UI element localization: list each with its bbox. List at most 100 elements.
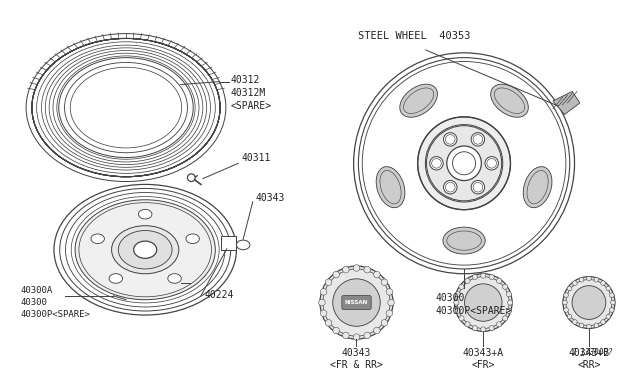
Circle shape [459, 316, 464, 321]
Circle shape [321, 310, 327, 317]
Circle shape [353, 265, 360, 271]
Ellipse shape [186, 234, 200, 244]
Circle shape [573, 281, 577, 285]
Circle shape [587, 276, 591, 281]
Circle shape [374, 271, 380, 278]
Circle shape [455, 292, 460, 297]
Circle shape [611, 300, 615, 305]
Text: NISSAN: NISSAN [345, 300, 368, 305]
Circle shape [467, 286, 500, 319]
Circle shape [188, 174, 195, 182]
Circle shape [563, 277, 615, 328]
Circle shape [321, 289, 327, 295]
Circle shape [465, 284, 502, 321]
Polygon shape [553, 92, 580, 115]
Circle shape [374, 327, 380, 334]
FancyBboxPatch shape [221, 236, 236, 250]
Circle shape [579, 278, 584, 282]
Circle shape [333, 327, 339, 334]
Ellipse shape [168, 274, 181, 283]
Circle shape [606, 286, 611, 291]
Circle shape [587, 324, 591, 329]
Circle shape [594, 278, 598, 282]
Circle shape [497, 322, 502, 327]
Text: 40300
40300P<SPARE>: 40300 40300P<SPARE> [435, 293, 511, 316]
Ellipse shape [138, 209, 152, 219]
Ellipse shape [60, 189, 230, 311]
Circle shape [485, 157, 499, 170]
Circle shape [426, 126, 502, 201]
Circle shape [472, 326, 477, 331]
Circle shape [594, 323, 598, 328]
Circle shape [418, 117, 511, 210]
Circle shape [574, 288, 604, 318]
Ellipse shape [524, 167, 552, 208]
Ellipse shape [443, 227, 485, 254]
FancyBboxPatch shape [342, 295, 371, 310]
Circle shape [388, 299, 394, 306]
Circle shape [325, 320, 332, 326]
Ellipse shape [54, 185, 236, 315]
Circle shape [333, 279, 380, 326]
Circle shape [354, 53, 575, 274]
Text: 40343+A
<FR>: 40343+A <FR> [463, 348, 504, 370]
Ellipse shape [91, 234, 104, 244]
Circle shape [564, 308, 568, 312]
Circle shape [358, 58, 570, 269]
Circle shape [471, 133, 484, 146]
Ellipse shape [134, 241, 157, 259]
Circle shape [564, 293, 568, 298]
Circle shape [342, 332, 349, 339]
Ellipse shape [491, 84, 529, 117]
Circle shape [320, 266, 393, 339]
Circle shape [459, 284, 464, 289]
Circle shape [609, 308, 614, 312]
Ellipse shape [65, 62, 188, 153]
Ellipse shape [236, 240, 250, 250]
Circle shape [609, 293, 614, 298]
Text: 40343: 40343 [255, 193, 285, 203]
Text: 40312
40312M
<SPARE>: 40312 40312M <SPARE> [230, 75, 272, 111]
Circle shape [481, 327, 486, 332]
Circle shape [572, 286, 606, 320]
Circle shape [606, 314, 611, 319]
Text: 40300A
40300
40300P<SPARE>: 40300A 40300 40300P<SPARE> [20, 286, 90, 319]
Circle shape [506, 292, 511, 297]
Circle shape [567, 286, 572, 291]
Circle shape [362, 61, 566, 265]
Circle shape [465, 278, 470, 283]
Circle shape [342, 266, 349, 273]
Circle shape [573, 320, 577, 324]
Circle shape [364, 266, 371, 273]
Text: STEEL WHEEL  40353: STEEL WHEEL 40353 [358, 32, 471, 42]
Circle shape [502, 284, 508, 289]
Ellipse shape [111, 226, 179, 274]
Ellipse shape [65, 192, 225, 307]
Circle shape [472, 275, 477, 280]
Circle shape [319, 299, 325, 306]
Text: 40311: 40311 [241, 154, 271, 163]
Circle shape [506, 308, 511, 314]
Text: J 133000?: J 133000? [572, 348, 613, 357]
Ellipse shape [118, 231, 172, 269]
Circle shape [489, 275, 494, 280]
Ellipse shape [376, 167, 405, 208]
Circle shape [444, 133, 457, 146]
Circle shape [447, 146, 481, 180]
Circle shape [386, 289, 393, 295]
Circle shape [333, 271, 339, 278]
Text: 40343
<FR & RR>: 40343 <FR & RR> [330, 348, 383, 370]
Circle shape [381, 320, 388, 326]
Text: 40343+B
<RR>: 40343+B <RR> [568, 348, 609, 370]
Circle shape [429, 157, 443, 170]
Ellipse shape [400, 84, 438, 117]
Circle shape [481, 273, 486, 278]
Circle shape [353, 334, 360, 340]
Circle shape [471, 180, 484, 194]
Circle shape [364, 332, 371, 339]
Circle shape [497, 278, 502, 283]
Ellipse shape [75, 200, 215, 300]
Circle shape [489, 326, 494, 331]
Circle shape [465, 322, 470, 327]
Circle shape [455, 308, 460, 314]
